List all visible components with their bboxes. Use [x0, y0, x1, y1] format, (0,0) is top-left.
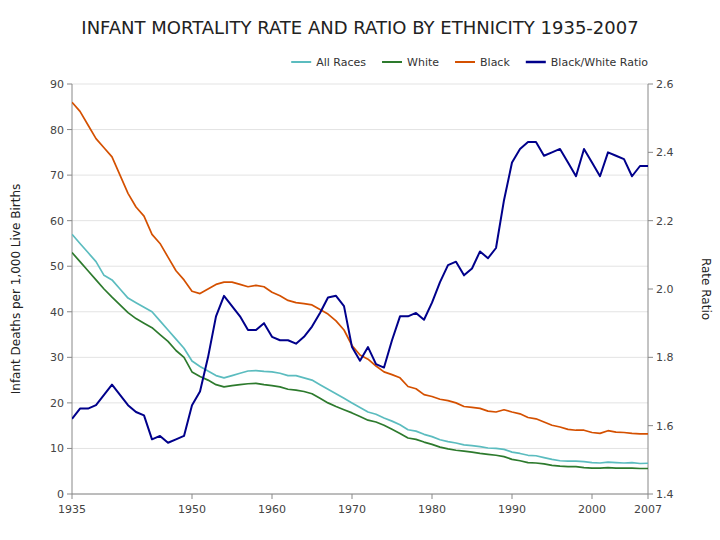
grid-line [72, 266, 648, 267]
y-tick [67, 129, 72, 130]
x-tick-label: 2000 [578, 503, 606, 516]
y-tick [67, 311, 72, 312]
x-tick-label: 1935 [58, 503, 86, 516]
grid-line [72, 402, 648, 403]
y2-tick-label: 1.8 [656, 351, 674, 364]
y2-tick [648, 220, 653, 221]
y2-axis-label: Rate Ratio [699, 258, 713, 320]
y2-tick-label: 2.2 [656, 215, 674, 228]
y2-tick [648, 289, 653, 290]
legend-item: Black [455, 56, 510, 69]
y-axis-label: Infant Deaths per 1,000 Live Births [9, 184, 23, 395]
grid-line [72, 448, 648, 449]
y-tick-label: 10 [50, 442, 64, 455]
x-tick-label: 1980 [418, 503, 446, 516]
y-tick-label: 20 [50, 397, 64, 410]
y-tick-label: 0 [57, 488, 64, 501]
axes: 1935 1950 1960 1970 1980 1990 2000 2007 0 10 20 30 4… [50, 78, 674, 516]
y2-tick [648, 84, 653, 85]
grid-line [72, 129, 648, 130]
legend-label: Black [480, 56, 510, 69]
x-tick-label: 1970 [338, 503, 366, 516]
y-tick-label: 40 [50, 306, 64, 319]
grid-line [72, 311, 648, 312]
grid-line [72, 175, 648, 176]
legend-item: White [382, 56, 439, 69]
legend-swatch [455, 61, 475, 63]
y-tick [67, 175, 72, 176]
y-tick-label: 60 [50, 215, 64, 228]
x-tick-label: 1960 [258, 503, 286, 516]
x-tick [512, 494, 513, 499]
chart-container: INFANT MORTALITY RATE AND RATIO BY ETHNI… [0, 0, 720, 540]
series-lines [72, 102, 648, 468]
chart-svg: INFANT MORTALITY RATE AND RATIO BY ETHNI… [0, 0, 720, 540]
grid [72, 84, 648, 494]
grid-line [72, 494, 648, 495]
series-line [72, 142, 648, 443]
y2-tick [648, 494, 653, 495]
chart-title: INFANT MORTALITY RATE AND RATIO BY ETHNI… [81, 17, 638, 38]
y2-tick-label: 1.4 [656, 488, 674, 501]
y-tick-label: 70 [50, 169, 64, 182]
y2-tick-label: 1.6 [656, 420, 674, 433]
y2-tick-label: 2.4 [656, 146, 674, 159]
series-line [72, 234, 648, 463]
x-tick-label: 1950 [178, 503, 206, 516]
y-tick-label: 30 [50, 351, 64, 364]
y-tick [67, 402, 72, 403]
grid-line [72, 357, 648, 358]
legend-label: White [407, 56, 439, 69]
x-tick [592, 494, 593, 499]
y-tick [67, 266, 72, 267]
grid-line [72, 220, 648, 221]
legend-item: All Races [291, 56, 366, 69]
legend-swatch [382, 61, 402, 63]
y-tick [67, 84, 72, 85]
y2-tick-label: 2.0 [656, 283, 674, 296]
y2-tick [648, 152, 653, 153]
legend: All Races White Black Black/White Ratio [291, 56, 648, 69]
x-tick [352, 494, 353, 499]
x-tick [272, 494, 273, 499]
y-tick [67, 448, 72, 449]
x-tick [432, 494, 433, 499]
y-tick-label: 80 [50, 124, 64, 137]
y2-tick [648, 357, 653, 358]
x-tick-label: 1990 [498, 503, 526, 516]
y-tick-label: 50 [50, 260, 64, 273]
y-tick [67, 494, 72, 495]
x-tick [192, 494, 193, 499]
legend-label: All Races [316, 56, 366, 69]
legend-swatch [526, 61, 546, 64]
y2-tick [648, 425, 653, 426]
y-tick-label: 90 [50, 78, 64, 91]
grid-line [72, 84, 648, 85]
y-axis-line [72, 84, 73, 494]
x-tick [72, 494, 73, 499]
x-tick-label: 2007 [634, 503, 662, 516]
legend-label: Black/White Ratio [551, 56, 648, 69]
y-tick [67, 220, 72, 221]
y-tick [67, 357, 72, 358]
y2-tick-label: 2.6 [656, 78, 674, 91]
x-axis-line [72, 494, 648, 495]
x-tick [648, 494, 649, 499]
legend-item: Black/White Ratio [526, 56, 648, 69]
legend-swatch [291, 61, 311, 63]
